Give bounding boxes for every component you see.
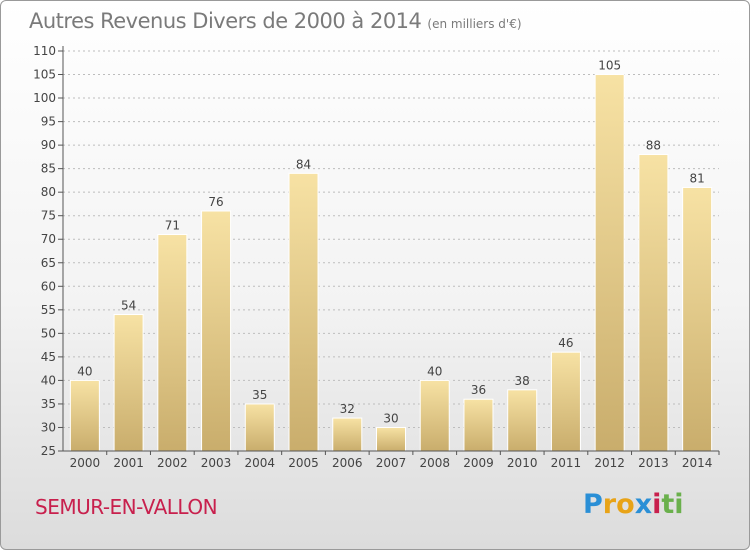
y-tick-label: 85	[41, 162, 56, 176]
bar-value-label: 81	[689, 171, 704, 185]
x-tick-label: 2002	[157, 456, 188, 470]
bar	[113, 314, 144, 452]
x-tick-label: 2000	[70, 456, 101, 470]
y-tick-label: 50	[41, 326, 56, 340]
x-tick-label: 2004	[245, 456, 276, 470]
bar	[550, 351, 581, 452]
bar-value-label: 32	[340, 402, 355, 416]
y-tick-label: 90	[41, 138, 56, 152]
bar-value-label: 84	[296, 157, 311, 171]
bar	[463, 398, 494, 452]
bar	[201, 210, 232, 452]
chart-title-unit: (en milliers d'€)	[427, 17, 522, 31]
bar	[638, 154, 669, 452]
bar	[244, 403, 275, 452]
bar	[288, 172, 319, 452]
bar	[332, 417, 363, 452]
bar-value-label: 71	[165, 219, 180, 233]
y-tick-label: 95	[41, 115, 56, 129]
x-tick-label: 2010	[507, 456, 538, 470]
y-tick-label: 25	[41, 444, 56, 458]
axes	[62, 46, 719, 452]
y-tick-label: 40	[41, 373, 56, 387]
x-tick-label: 2009	[463, 456, 494, 470]
x-tick-label: 2011	[551, 456, 582, 470]
x-tick-label: 2008	[419, 456, 450, 470]
value-labels: 40 54 71 76 35 84 32 30 40 36 38 46 105 88 81	[77, 59, 705, 426]
bar-value-label: 30	[383, 411, 398, 425]
y-tick-label: 105	[33, 68, 56, 82]
logo-letter: o	[616, 489, 635, 520]
y-tick-label: 100	[33, 91, 56, 105]
bar	[682, 186, 713, 452]
bar-value-label: 88	[646, 139, 661, 153]
y-tick-label: 65	[41, 256, 56, 270]
bar	[376, 426, 406, 452]
y-tick-label: 30	[41, 420, 56, 434]
chart-title-text: Autres Revenus Divers de 2000 à 2014	[29, 9, 422, 33]
y-tick-label: 55	[41, 303, 56, 317]
logo-letter: t	[661, 489, 675, 520]
bar	[507, 389, 538, 452]
bar-value-label: 36	[471, 383, 486, 397]
y-tick-labels: 25 30 35 40 45 50 55 60 65 70 75 80 85 90 95 100 105 110	[33, 44, 56, 458]
bar	[594, 74, 625, 452]
bar-value-label: 40	[77, 364, 92, 378]
x-tick-label: 2005	[288, 456, 319, 470]
x-tick-label: 2001	[113, 456, 144, 470]
logo-letter: i	[674, 489, 684, 520]
bar-value-label: 105	[598, 59, 621, 73]
x-tick-label: 2013	[638, 456, 669, 470]
bar-value-label: 35	[252, 388, 267, 402]
x-tick-label: 2003	[201, 456, 232, 470]
bar-value-label: 40	[427, 364, 442, 378]
chart-title: Autres Revenus Divers de 2000 à 2014 (en …	[29, 9, 522, 33]
y-tick-label: 80	[41, 185, 56, 199]
proxiti-logo: Proxiti	[583, 489, 684, 520]
logo-letter: i	[652, 489, 662, 520]
logo-letter: x	[634, 489, 653, 520]
bars	[69, 74, 720, 455]
commune-name: SEMUR-EN-VALLON	[35, 495, 218, 519]
y-tick-label: 110	[33, 44, 56, 58]
x-tick-label: 2007	[376, 456, 407, 470]
x-tick-label: 2014	[682, 456, 713, 470]
bar-value-label: 46	[558, 336, 573, 350]
bar	[419, 379, 450, 452]
y-tick-label: 35	[41, 397, 56, 411]
bar-value-label: 38	[515, 374, 530, 388]
bar	[69, 379, 100, 452]
x-tick-labels: 2000 2001 2002 2003 2004 2005 2006 2007 2008 2009…	[70, 456, 713, 470]
logo-letter: r	[602, 489, 617, 520]
bar	[157, 234, 188, 452]
y-tick-label: 70	[41, 232, 56, 246]
bar-value-label: 54	[121, 299, 136, 313]
x-tick-label: 2012	[594, 456, 625, 470]
y-tick-label: 75	[41, 209, 56, 223]
y-tick-label: 45	[41, 350, 56, 364]
x-tick-label: 2006	[332, 456, 363, 470]
bar-value-label: 76	[208, 195, 223, 209]
y-tick-label: 60	[41, 279, 56, 293]
logo-letter: P	[583, 489, 603, 520]
